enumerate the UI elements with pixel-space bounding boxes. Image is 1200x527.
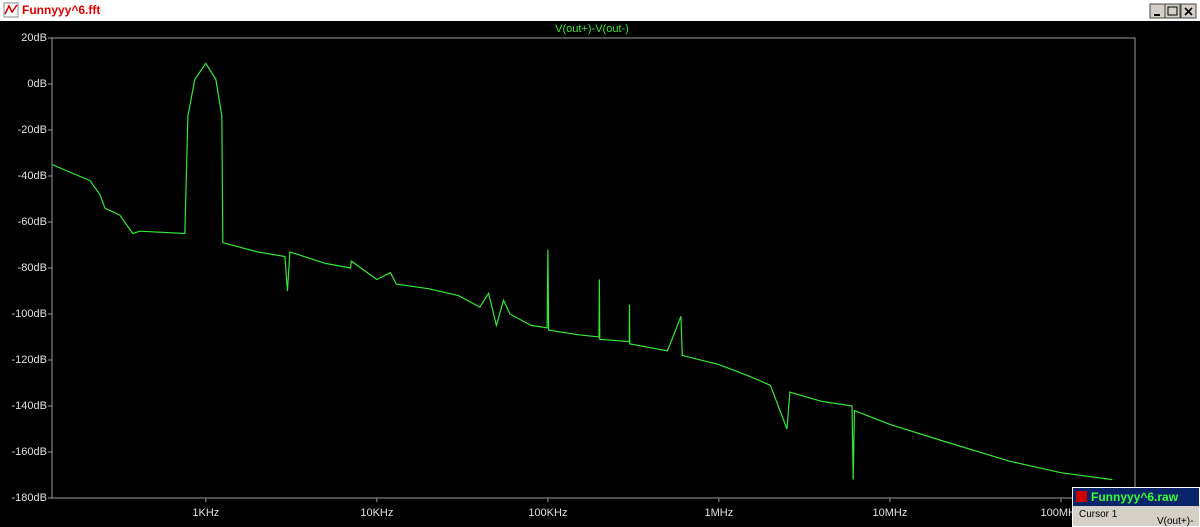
y-tick-label: -120dB (12, 354, 47, 366)
y-tick-label: -140dB (12, 400, 47, 412)
x-tick-label: 100KHz (528, 507, 567, 519)
y-tick-label: -40dB (18, 170, 47, 182)
y-tick-label: -100dB (12, 308, 47, 320)
window-title: Funnyyy^6.fft (22, 3, 100, 17)
x-tick-label: 100MHz (1040, 507, 1081, 519)
maximize-glyph (1167, 6, 1178, 16)
cursor-window[interactable]: Funnyyy^6.raw Cursor 1 V(out+)-V( (1072, 487, 1200, 527)
trace-label[interactable]: V(out+)-V(out-) (555, 23, 629, 35)
trace-line (52, 62, 1113, 481)
window-buttons (1149, 3, 1197, 19)
x-tick-label: 1KHz (192, 507, 219, 519)
cursor-window-icon (1076, 491, 1087, 502)
y-tick-label: -60dB (18, 216, 47, 228)
x-tick-label: 10KHz (360, 507, 393, 519)
window-icon-trace (4, 4, 18, 15)
close-glyph (1184, 7, 1193, 16)
y-tick-label: -20dB (18, 124, 47, 136)
cursor-trace-label: V(out+)-V( (1157, 516, 1194, 527)
plot-background (0, 21, 1200, 527)
y-tick-label: 0dB (27, 78, 47, 90)
x-tick-label: 1MHz (705, 507, 734, 519)
x-tick-label: 10MHz (873, 507, 908, 519)
y-tick-label: -80dB (18, 262, 47, 274)
y-tick-label: 20dB (21, 32, 47, 44)
cursor-label: Cursor 1 (1079, 509, 1118, 520)
y-tick-label: -180dB (12, 492, 47, 504)
maximize-button[interactable] (1164, 3, 1181, 19)
y-tick-label: -160dB (12, 446, 47, 458)
cursor-window-title: Funnyyy^6.raw (1091, 490, 1179, 504)
cursor-row: Cursor 1 V(out+)-V( (1073, 506, 1199, 526)
title-bar (0, 0, 1200, 21)
cursor-window-title-bar: Funnyyy^6.raw (1073, 488, 1199, 506)
